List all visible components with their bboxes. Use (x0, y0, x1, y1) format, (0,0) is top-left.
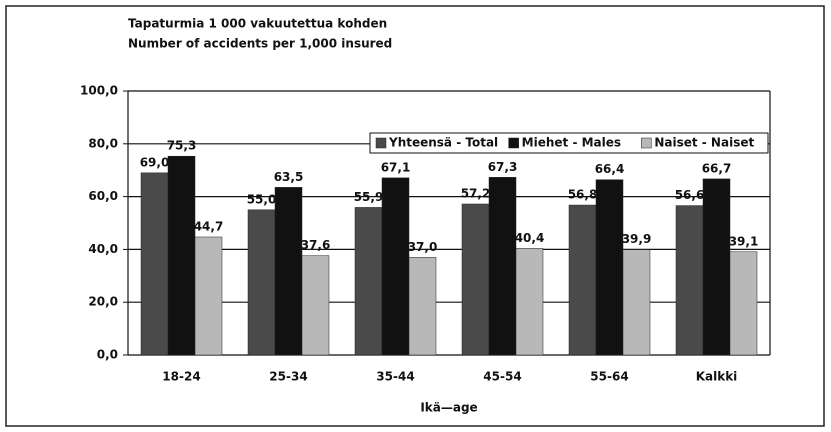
x-tick-label: 25-34 (269, 370, 307, 384)
bar (381, 177, 410, 356)
legend-box (369, 132, 769, 154)
data-label: 67,1 (381, 160, 411, 174)
chart-subtitle: Number of accidents per 1,000 insured (128, 37, 392, 51)
y-tick-label: 80,0 (88, 136, 118, 150)
bar (167, 155, 196, 356)
data-label: 75,3 (167, 139, 197, 153)
data-label: 44,7 (194, 219, 224, 233)
data-label: 57,2 (461, 186, 491, 200)
data-label: 55,0 (247, 192, 277, 206)
legend-label: Naiset - Naiset (654, 136, 754, 150)
bar (488, 177, 517, 356)
x-tick-label: 55-64 (590, 370, 628, 384)
data-label: 40,4 (515, 231, 545, 245)
x-tick-label: 18-24 (162, 370, 200, 384)
data-label: 37,0 (408, 240, 438, 254)
y-tick-label: 0,0 (97, 348, 118, 362)
legend-swatch (375, 137, 387, 149)
bar (301, 255, 330, 356)
bar (702, 178, 731, 356)
data-label: 67,3 (488, 160, 518, 174)
legend-label: Yhteensä - Total (388, 136, 498, 150)
bar (515, 248, 544, 356)
bar (274, 187, 303, 356)
data-label: 39,1 (729, 234, 759, 248)
data-label: 55,9 (354, 190, 384, 204)
data-label: 56,6 (675, 188, 705, 202)
bar (675, 205, 704, 356)
data-label: 37,6 (301, 238, 331, 252)
x-tick-label: 45-54 (483, 370, 521, 384)
y-tick-label: 40,0 (88, 242, 118, 256)
bar (568, 204, 597, 356)
y-tick-label: 20,0 (88, 295, 118, 309)
data-label: 56,8 (568, 188, 598, 202)
bar (354, 207, 383, 356)
legend-label: Miehet - Males (522, 136, 621, 150)
bar (622, 249, 651, 356)
x-tick-label: Kalkki (696, 370, 738, 384)
bar (729, 251, 758, 356)
y-tick-label: 100,0 (80, 84, 118, 98)
x-axis-label: Ikä—age (420, 401, 477, 415)
chart-title: Tapaturmia 1 000 vakuutettua kohden (128, 17, 387, 31)
data-label: 66,7 (702, 161, 732, 175)
legend-swatch (641, 137, 652, 149)
bar (247, 209, 276, 356)
data-label: 63,5 (274, 170, 304, 184)
y-tick-label: 60,0 (88, 189, 118, 203)
data-label: 39,9 (622, 232, 652, 246)
bar (408, 257, 437, 356)
bar (140, 172, 169, 356)
data-label: 66,4 (595, 162, 625, 176)
bar (194, 236, 223, 356)
bar (595, 179, 624, 356)
x-tick-label: 35-44 (376, 370, 414, 384)
bar (461, 203, 490, 356)
data-label: 69,0 (140, 155, 170, 169)
legend-swatch (508, 137, 519, 149)
